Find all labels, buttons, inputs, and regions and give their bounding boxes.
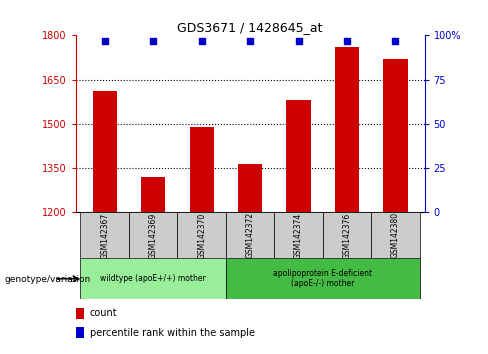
Point	[101, 38, 109, 44]
Text: apolipoprotein E-deficient
(apoE-/-) mother: apolipoprotein E-deficient (apoE-/-) mot…	[273, 269, 372, 289]
Text: wildtype (apoE+/+) mother: wildtype (apoE+/+) mother	[101, 274, 206, 283]
Bar	[274, 212, 323, 258]
Text: percentile rank within the sample: percentile rank within the sample	[90, 328, 255, 338]
Bar	[238, 164, 262, 212]
Point	[295, 38, 303, 44]
Point	[149, 38, 157, 44]
Text: GSM142380: GSM142380	[391, 212, 400, 258]
Bar	[81, 258, 226, 299]
Text: GSM142372: GSM142372	[245, 212, 255, 258]
Bar	[335, 47, 359, 212]
Bar	[226, 258, 420, 299]
Text: GSM142370: GSM142370	[197, 212, 206, 258]
Bar	[76, 308, 84, 319]
Bar	[81, 212, 129, 258]
Bar	[286, 100, 311, 212]
Point	[391, 38, 399, 44]
Text: GSM142367: GSM142367	[100, 212, 109, 258]
Bar	[189, 127, 214, 212]
Bar	[371, 212, 420, 258]
Text: GSM142369: GSM142369	[149, 212, 158, 258]
Bar	[178, 212, 226, 258]
Bar	[226, 212, 274, 258]
Bar	[141, 177, 165, 212]
Bar	[76, 327, 84, 338]
Text: GSM142374: GSM142374	[294, 212, 303, 258]
Point	[198, 38, 205, 44]
Bar	[384, 59, 407, 212]
Point	[246, 38, 254, 44]
Text: GSM142376: GSM142376	[343, 212, 351, 258]
Text: count: count	[90, 308, 117, 318]
Bar	[129, 212, 178, 258]
Point	[343, 38, 351, 44]
Text: genotype/variation: genotype/variation	[5, 275, 91, 284]
Bar	[323, 212, 371, 258]
Bar	[93, 91, 117, 212]
Title: GDS3671 / 1428645_at: GDS3671 / 1428645_at	[177, 21, 323, 34]
